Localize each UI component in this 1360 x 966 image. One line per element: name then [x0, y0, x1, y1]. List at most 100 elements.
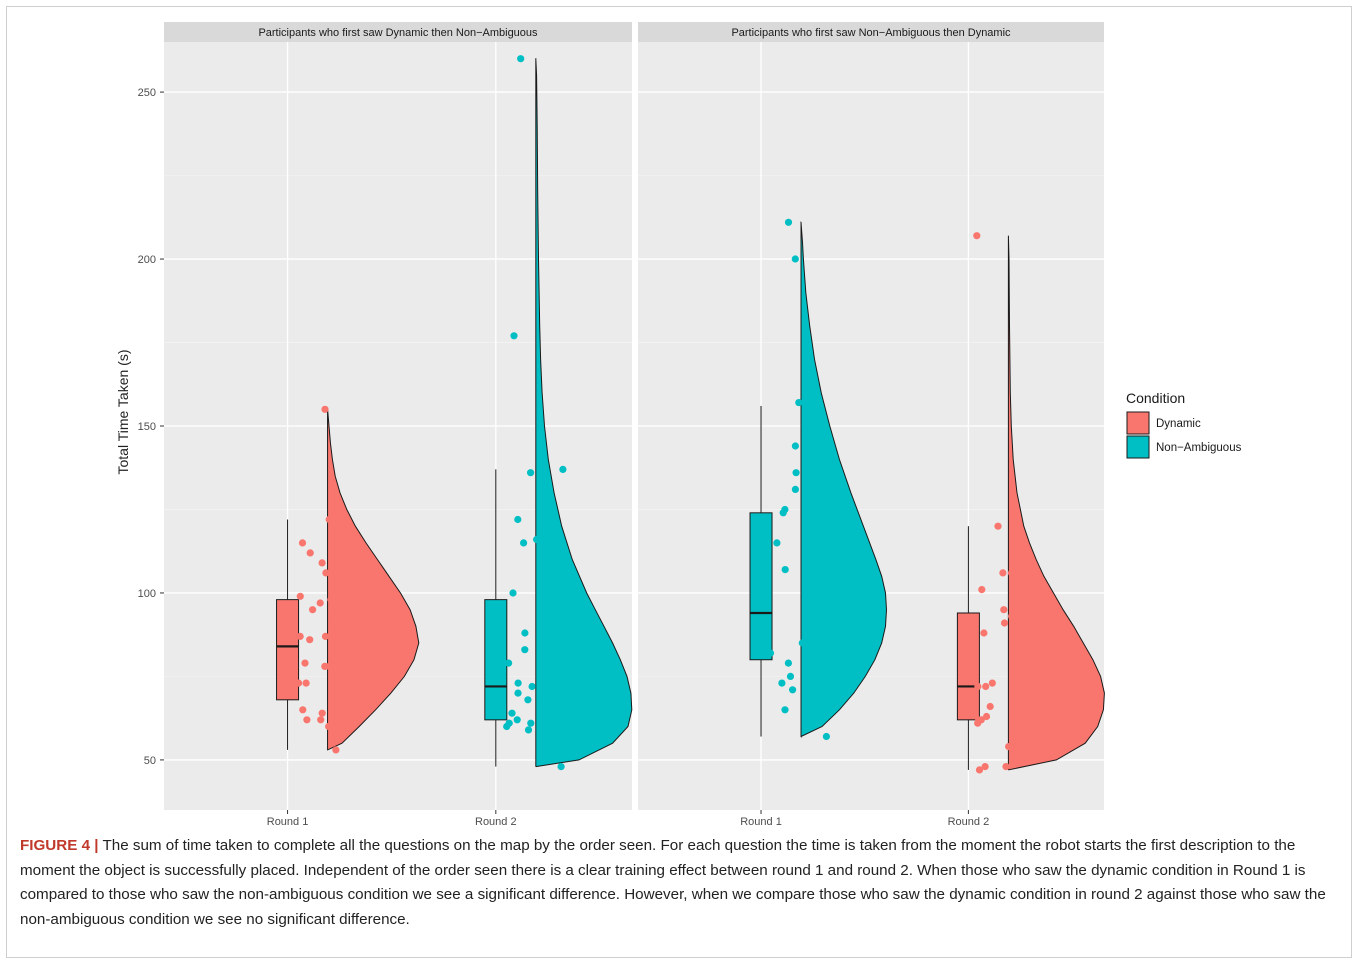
- data-point: [296, 632, 304, 641]
- x-tick-label: Round 2: [475, 816, 517, 828]
- data-point: [823, 582, 831, 590]
- data-point: [514, 679, 522, 687]
- x-tick-label: Round 1: [740, 816, 782, 828]
- data-point: [317, 716, 325, 724]
- data-point: [350, 696, 358, 704]
- group-round-2: [956, 232, 1105, 774]
- data-point: [994, 522, 1002, 530]
- data-point: [344, 592, 352, 600]
- facet-panel: Participants who first saw Non−Ambiguous…: [638, 22, 1105, 828]
- data-point: [306, 636, 314, 644]
- data-point: [798, 639, 806, 647]
- data-point: [509, 589, 517, 597]
- chart: Participants who first saw Dynamic then …: [115, 22, 1242, 828]
- data-point: [1022, 749, 1030, 757]
- data-point: [557, 763, 565, 771]
- data-point: [1032, 589, 1040, 597]
- data-point: [778, 679, 786, 687]
- caption-text: The sum of time taken to complete all th…: [20, 837, 1326, 928]
- box: [484, 599, 508, 721]
- data-point: [779, 509, 787, 517]
- data-point: [301, 659, 309, 667]
- y-axis-label: Total Time Taken (s): [115, 349, 131, 474]
- data-point: [321, 632, 330, 641]
- y-tick-label: 250: [138, 87, 156, 99]
- data-point: [815, 459, 823, 467]
- data-point: [322, 569, 330, 577]
- data-point: [306, 549, 314, 557]
- data-point: [773, 539, 781, 547]
- data-point: [982, 682, 990, 691]
- data-point: [331, 616, 339, 624]
- data-point: [781, 706, 789, 714]
- legend-swatch: [1126, 435, 1150, 459]
- data-point: [766, 649, 775, 657]
- data-point: [1007, 569, 1016, 577]
- data-point: [321, 405, 329, 413]
- data-point: [1026, 672, 1034, 681]
- data-point: [789, 686, 797, 694]
- data-point: [298, 539, 307, 547]
- box: [956, 612, 980, 721]
- data-point: [349, 712, 357, 721]
- data-point: [546, 619, 554, 627]
- data-point: [321, 662, 329, 671]
- box: [276, 599, 300, 701]
- data-point: [1002, 763, 1010, 771]
- data-point: [1022, 709, 1030, 717]
- facet-title: Participants who first saw Dynamic then …: [258, 27, 538, 39]
- data-point: [555, 676, 564, 684]
- data-point: [781, 566, 789, 574]
- group-round-1: [749, 218, 888, 741]
- data-point: [520, 539, 528, 547]
- data-point: [810, 509, 818, 517]
- data-point: [527, 469, 535, 477]
- facet-strip: [638, 22, 1104, 42]
- violin: [800, 221, 888, 739]
- data-point: [980, 629, 988, 637]
- data-point: [505, 659, 513, 667]
- data-point: [348, 689, 356, 697]
- data-point: [545, 699, 553, 707]
- data-point: [508, 709, 516, 717]
- data-point: [784, 659, 793, 667]
- group-round-2: [484, 55, 633, 771]
- data-point: [539, 732, 547, 741]
- data-point: [303, 716, 311, 724]
- data-point: [1020, 639, 1028, 647]
- data-point: [784, 218, 793, 226]
- data-point: [792, 469, 800, 477]
- data-point: [318, 559, 326, 567]
- facet-title: Participants who first saw Non−Ambiguous…: [731, 27, 1011, 39]
- data-point: [325, 515, 333, 524]
- data-point: [1023, 756, 1031, 764]
- data-point: [513, 716, 521, 724]
- data-point: [975, 766, 984, 774]
- data-point: [1008, 612, 1016, 620]
- caption-label: FIGURE 4 |: [20, 837, 99, 854]
- data-point: [517, 55, 525, 63]
- data-point: [806, 692, 814, 701]
- x-tick-label: Round 1: [267, 816, 309, 828]
- data-point: [528, 682, 536, 691]
- violin: [1007, 235, 1105, 771]
- legend-title: Condition: [1126, 390, 1185, 406]
- box: [749, 512, 773, 661]
- data-point: [332, 649, 340, 657]
- data-point: [514, 515, 522, 524]
- data-point: [318, 709, 326, 717]
- figure-caption: FIGURE 4 | The sum of time taken to comp…: [20, 834, 1342, 932]
- data-point: [553, 682, 561, 691]
- data-point: [521, 629, 529, 637]
- data-point: [795, 399, 803, 407]
- data-point: [1025, 609, 1033, 617]
- data-point: [791, 442, 800, 450]
- y-tick-label: 100: [138, 588, 156, 600]
- data-point: [982, 712, 991, 721]
- y-tick-label: 50: [144, 755, 156, 767]
- data-point: [524, 696, 532, 704]
- data-point: [559, 465, 567, 473]
- figure-frame: [6, 6, 1352, 958]
- data-point: [817, 626, 825, 634]
